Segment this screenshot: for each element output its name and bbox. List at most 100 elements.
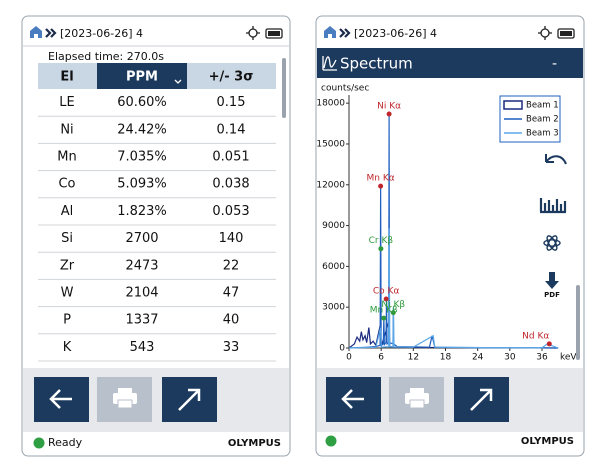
y-tick-label: 0 xyxy=(339,344,345,354)
export-arrow xyxy=(470,388,493,411)
table-cell: 22 xyxy=(223,258,240,273)
table-cell: Co xyxy=(58,177,75,192)
back-button[interactable] xyxy=(34,377,89,422)
breadcrumb-icon xyxy=(45,28,57,38)
table-cell: 140 xyxy=(219,231,244,246)
chart-tools: PDF xyxy=(539,154,567,299)
gps-icon-lines xyxy=(538,26,552,40)
table-cell: Mn xyxy=(57,150,76,165)
print-button xyxy=(97,377,152,422)
table-cell: 2104 xyxy=(125,286,158,301)
table-cell: K xyxy=(63,340,72,355)
y-tick-label: 9000 xyxy=(322,221,345,231)
peak-marker xyxy=(381,315,387,321)
printer-icon-paper xyxy=(117,399,133,409)
x-tick-label: 0 xyxy=(346,353,352,363)
status-indicator xyxy=(325,435,337,447)
atom-orbit xyxy=(546,235,558,251)
table-cell: Si xyxy=(61,231,73,246)
panel-collapse[interactable]: - xyxy=(552,56,557,72)
peak-marker xyxy=(390,310,396,316)
table-cell: Ni xyxy=(60,122,73,137)
undo-icon[interactable] xyxy=(545,154,567,165)
status-indicator xyxy=(33,437,45,449)
brand: OLYMPUS xyxy=(521,436,574,447)
y-tick-label: 6000 xyxy=(322,262,345,272)
gps-icon-lines xyxy=(246,26,260,40)
peaks-icon[interactable] xyxy=(539,198,567,214)
battery-icon xyxy=(557,28,575,39)
back-arrow xyxy=(49,389,72,409)
element-icon[interactable] xyxy=(543,234,561,251)
peak-label: Ni Kα xyxy=(377,102,401,112)
table-cell: 0.15 xyxy=(217,95,246,110)
home-icon[interactable] xyxy=(324,26,336,38)
peak-label: Mn Kβ xyxy=(370,306,398,316)
table-cell: 40 xyxy=(223,313,240,328)
back-button[interactable] xyxy=(326,377,381,422)
header-title: [2023-06-26] 4 xyxy=(60,27,143,40)
export-button[interactable] xyxy=(162,377,217,422)
printer-icon-top xyxy=(410,388,424,393)
spectrum-chart: counts/sec keV 0 3000 6000 9000 12000 15000 1800… xyxy=(316,84,577,363)
x-tick-label: 6 xyxy=(378,353,384,363)
scrollbar xyxy=(576,285,580,360)
table-cell: 60.60% xyxy=(117,95,167,110)
table-cell: 543 xyxy=(130,340,155,355)
peak-label: Co Kα xyxy=(373,287,400,297)
home-icon[interactable] xyxy=(30,26,42,38)
export-arrow xyxy=(178,388,201,411)
left-screen-frame xyxy=(21,15,291,457)
x-tick-label: 12 xyxy=(408,353,419,363)
back-arrow xyxy=(341,389,364,409)
battery-icon xyxy=(265,28,283,39)
peak-label: Nd Kα xyxy=(522,331,549,341)
column-header: El xyxy=(60,70,73,85)
export-button[interactable] xyxy=(454,377,509,422)
legend-label: Beam 1 xyxy=(526,101,559,111)
printer-icon-paper xyxy=(409,399,425,409)
print-button xyxy=(389,377,444,422)
table-cell: 0.14 xyxy=(217,122,246,137)
battery-level xyxy=(268,31,280,36)
table-cell: 5.093% xyxy=(117,177,167,192)
spectrum-line xyxy=(348,228,559,349)
pdf-download-icon[interactable] xyxy=(545,272,559,289)
atom-orbit xyxy=(543,239,561,247)
table-cell: 1337 xyxy=(125,313,158,328)
y-tick-label: 18000 xyxy=(316,99,345,109)
legend-label: Beam 2 xyxy=(526,115,559,125)
table-cell: 0.051 xyxy=(212,150,249,165)
results-table: El PPM +/- 3σ LE 60.60% 0.15 Ni 24.42% 0.14 Mn 7.0… xyxy=(38,70,276,362)
table-cell: 2473 xyxy=(125,258,158,273)
y-tick-label: 15000 xyxy=(316,139,345,149)
table-cell: 7.035% xyxy=(117,150,167,165)
column-header-bg xyxy=(38,63,97,89)
spectrum-icon xyxy=(322,56,337,71)
table-cell: 2700 xyxy=(125,231,158,246)
legend-label: Beam 3 xyxy=(526,129,559,139)
peak-marker xyxy=(386,111,392,117)
battery-level xyxy=(560,31,572,36)
atom-orbit xyxy=(546,235,558,251)
table-cell: Al xyxy=(61,204,74,219)
table-cell: 0.053 xyxy=(212,204,249,219)
column-header-active-bg[interactable] xyxy=(97,63,187,89)
table-cell: 47 xyxy=(223,286,240,301)
breadcrumb-icon xyxy=(339,28,351,38)
table-cell: 24.42% xyxy=(117,122,167,137)
y-axis-label: counts/sec xyxy=(321,84,369,94)
pdf-label: PDF xyxy=(544,291,560,299)
sort-indicator xyxy=(174,79,182,84)
right-header: [2023-06-26] 4 xyxy=(324,26,575,40)
panel-title: Spectrum xyxy=(340,55,413,73)
y-tick-label: 3000 xyxy=(322,303,345,313)
x-tick-label: 18 xyxy=(440,353,452,363)
table-cell: W xyxy=(61,286,74,301)
x-tick-label: 24 xyxy=(472,353,484,363)
peak-marker xyxy=(546,341,552,347)
peak-label: Cr Kβ xyxy=(369,236,394,246)
peak-marker xyxy=(383,296,389,302)
column-header: +/- 3σ xyxy=(209,70,254,85)
